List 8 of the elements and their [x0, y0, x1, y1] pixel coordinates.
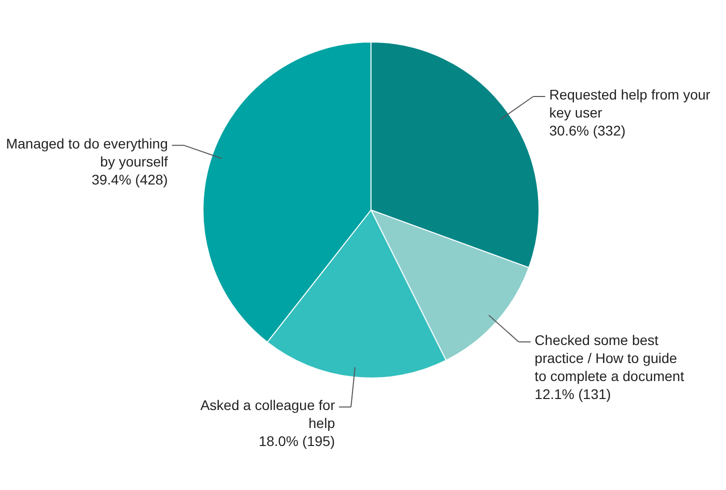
slice-label: Requested help from your key user: [549, 86, 711, 121]
data-label: 12.1% (131): [534, 386, 611, 402]
data-label: 18.0% (195): [258, 432, 335, 449]
slice-label: Asked a colleague for help: [200, 396, 336, 431]
slice-label: Managed to do everything by yourself: [6, 135, 168, 170]
slice-label: Checked some best practice / How to guide to complete a document: [534, 332, 684, 384]
data-label: 30.6% (332): [549, 122, 626, 139]
data-label: 39.4% (428): [92, 171, 168, 188]
